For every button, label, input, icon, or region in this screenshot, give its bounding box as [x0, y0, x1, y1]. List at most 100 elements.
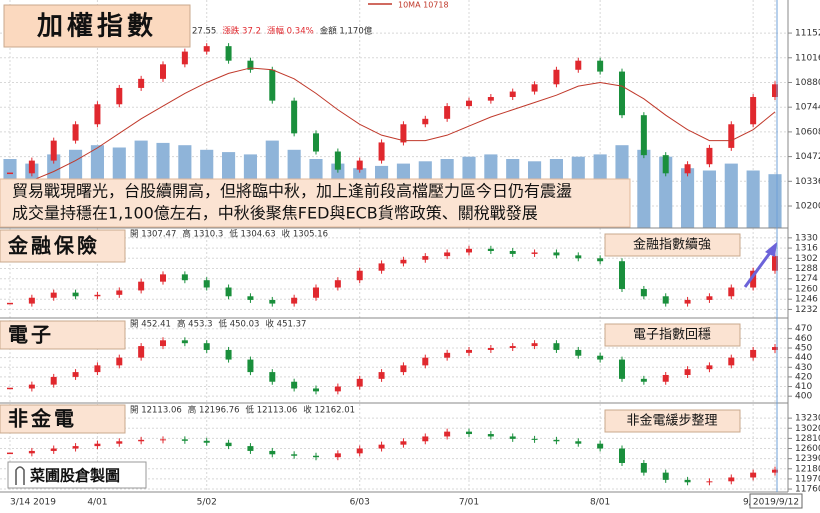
- candle-body: [356, 160, 363, 170]
- candle-body: [640, 288, 647, 297]
- candle-body: [247, 296, 254, 300]
- candle-body: [72, 446, 79, 449]
- candle-body: [466, 100, 472, 107]
- chart-title: 加權指數: [37, 12, 157, 42]
- candle-body: [422, 256, 429, 260]
- candle-body: [138, 439, 145, 442]
- candle-body: [422, 436, 429, 442]
- candle-body: [422, 357, 429, 366]
- candle-body: [706, 296, 713, 300]
- y-tick-label: 1274: [795, 274, 818, 284]
- header-stat: 低 450.03: [219, 319, 260, 330]
- candle-body: [684, 299, 691, 304]
- x-tick-label: 5/02: [197, 498, 217, 508]
- candle-body: [313, 133, 319, 152]
- y-tick-label: 1302: [795, 254, 818, 264]
- candle-body: [597, 258, 604, 262]
- candle-body: [509, 346, 516, 349]
- candle-body: [728, 124, 735, 148]
- y-tick-label: 1232: [795, 305, 818, 315]
- candle-body: [750, 97, 757, 125]
- candle-body: [356, 270, 363, 281]
- volume-bar: [659, 156, 673, 228]
- candle-body: [706, 147, 713, 165]
- candle-body: [334, 386, 341, 392]
- candle-body: [225, 349, 232, 360]
- candle-body: [422, 118, 429, 125]
- header-stat: 開 12113.06: [130, 406, 182, 416]
- candle-body: [160, 439, 166, 441]
- candle-body: [28, 160, 35, 174]
- candle-body: [28, 297, 35, 304]
- candle-body: [750, 472, 757, 478]
- panel-label: 電子: [8, 323, 54, 347]
- candle-body: [772, 256, 778, 271]
- candle-body: [116, 441, 123, 444]
- candle-body: [684, 164, 691, 174]
- y-tick-label: 13020: [795, 424, 820, 434]
- candle-body: [597, 355, 604, 360]
- candle-body: [509, 91, 516, 98]
- x-tick-label: 7/01: [459, 498, 479, 508]
- header-stat: 漲跌 37.2: [222, 26, 261, 37]
- candle-body: [619, 359, 625, 379]
- y-tick-label: 13230: [795, 414, 820, 424]
- y-tick-label: 460: [795, 334, 812, 344]
- volume-bar: [768, 174, 782, 228]
- candle-body: [247, 446, 254, 451]
- header-stat: 高 1310.3: [182, 229, 223, 240]
- candle-body: [181, 51, 188, 65]
- candle-body: [487, 248, 494, 251]
- candle-body: [334, 280, 341, 288]
- header-stat: 開 452.41: [130, 320, 171, 330]
- candle-body: [291, 381, 298, 389]
- banner-line: 成交量持穩在1,100億左右，中秋後聚焦FED與ECB貨幣政策、關稅戰發展: [12, 204, 538, 223]
- candle-body: [619, 448, 625, 463]
- panel-label: 金融保險: [7, 234, 100, 258]
- candle-body: [750, 349, 757, 358]
- candle-body: [181, 274, 188, 281]
- volume-bar: [681, 168, 695, 228]
- candle-body: [662, 155, 669, 174]
- candle-body: [378, 372, 385, 379]
- candle-body: [94, 365, 101, 373]
- header-stat: 高 12196.76: [188, 405, 240, 416]
- candle-body: [138, 78, 145, 88]
- annotation-box: [604, 323, 741, 347]
- candle-body: [531, 252, 538, 254]
- trend-arrow-head: [765, 242, 777, 257]
- candle-body: [466, 431, 472, 435]
- candle-body: [575, 60, 582, 70]
- panel-label-box: [0, 229, 126, 263]
- y-tick-label: 10880: [795, 78, 820, 88]
- candle-body: [269, 372, 276, 382]
- candle-body: [94, 104, 101, 125]
- y-tick-label: 420: [795, 372, 812, 382]
- header-stat: 收 1305.16: [282, 229, 328, 240]
- y-tick-label: 12390: [795, 454, 820, 464]
- candle-body: [116, 290, 123, 295]
- candle-body: [531, 84, 538, 92]
- candle-body: [291, 454, 298, 456]
- candle-body: [706, 481, 713, 483]
- candle-body: [378, 142, 385, 161]
- candle-body: [466, 349, 472, 353]
- candle-body: [378, 263, 385, 271]
- header-stat: 27.55: [192, 27, 216, 37]
- y-tick-label: 440: [795, 353, 812, 363]
- candle-body: [597, 60, 604, 72]
- candle-body: [728, 477, 735, 482]
- candle-body: [640, 115, 647, 156]
- candle-body: [181, 340, 188, 344]
- logo-icon: [15, 466, 25, 485]
- annotation: 非金電緩步整理: [626, 413, 717, 429]
- candle-body: [640, 378, 647, 382]
- candle-body: [772, 84, 778, 98]
- ma-line: [9, 67, 776, 189]
- x-tick-label: 8/01: [590, 498, 610, 508]
- candle-body: [575, 441, 582, 444]
- y-tick-label: 1288: [795, 264, 818, 274]
- date-box: [749, 493, 803, 509]
- header-stat: 收 12162.01: [303, 405, 355, 416]
- candle-body: [575, 349, 582, 356]
